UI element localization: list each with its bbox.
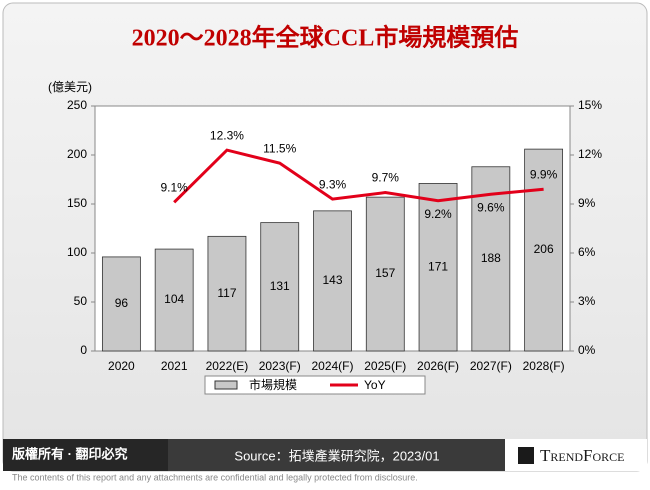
y-tick-label: 0 bbox=[80, 343, 87, 357]
legend-label: YoY bbox=[364, 378, 386, 392]
bar bbox=[471, 166, 511, 352]
line-value-label: 12.3% bbox=[210, 128, 244, 142]
y-tick-label: 100 bbox=[67, 245, 87, 259]
bar-value-label: 104 bbox=[164, 292, 184, 306]
line-value-label: 9.2% bbox=[424, 207, 452, 221]
bar bbox=[101, 256, 141, 352]
x-tick-label: 2026(F) bbox=[417, 359, 459, 373]
x-tick-label: 2023(F) bbox=[259, 359, 301, 373]
logo-icon bbox=[518, 447, 534, 464]
disclaimer: The contents of this report and any atta… bbox=[12, 472, 418, 482]
y2-tick-label: 3% bbox=[578, 294, 596, 308]
bar bbox=[313, 210, 352, 352]
bar bbox=[260, 222, 300, 352]
copyright: 版權所有 · 翻印必究 bbox=[12, 446, 128, 461]
x-tick-label: 2028(F) bbox=[523, 359, 565, 373]
line-value-label: 9.9% bbox=[530, 167, 558, 181]
bar-value-label: 188 bbox=[481, 251, 501, 265]
x-tick-label: 2027(F) bbox=[470, 359, 512, 373]
chart-title: 2020～2028年全球CCL市場規模預估 bbox=[132, 24, 519, 52]
bar-value-label: 143 bbox=[322, 273, 342, 287]
line-value-label: 9.1% bbox=[160, 181, 188, 195]
y-tick-label: 250 bbox=[67, 98, 87, 112]
y-axis-label: (億美元) bbox=[48, 80, 92, 94]
line-value-label: 11.5% bbox=[263, 141, 296, 155]
bar-value-label: 171 bbox=[428, 259, 448, 273]
bar bbox=[524, 148, 564, 352]
x-tick-label: 2021 bbox=[161, 359, 188, 373]
y2-tick-label: 15% bbox=[578, 98, 602, 112]
logo-text: TrendForce bbox=[540, 446, 625, 465]
bar-value-label: 96 bbox=[115, 296, 129, 310]
bar bbox=[207, 235, 247, 352]
y2-tick-label: 6% bbox=[578, 245, 596, 259]
y-tick-label: 50 bbox=[74, 294, 88, 308]
bar-value-label: 206 bbox=[534, 242, 554, 256]
x-tick-label: 2024(F) bbox=[311, 359, 353, 373]
footer-left bbox=[3, 439, 168, 471]
bar bbox=[365, 196, 405, 352]
y-tick-label: 200 bbox=[67, 147, 87, 161]
legend-label: 市場規模 bbox=[249, 377, 297, 392]
x-tick-label: 2025(F) bbox=[364, 359, 406, 373]
line-value-label: 9.7% bbox=[372, 171, 400, 185]
bar bbox=[154, 248, 194, 352]
line-value-label: 9.3% bbox=[319, 177, 347, 191]
legend-swatch bbox=[214, 380, 238, 390]
x-tick-label: 2022(E) bbox=[206, 359, 249, 373]
bar-value-label: 157 bbox=[375, 266, 395, 280]
yoy-line bbox=[173, 148, 544, 204]
y2-tick-label: 9% bbox=[578, 196, 596, 210]
y-tick-label: 150 bbox=[67, 196, 87, 210]
bar bbox=[418, 183, 458, 352]
y2-tick-label: 12% bbox=[578, 147, 602, 161]
y2-tick-label: 0% bbox=[578, 343, 596, 357]
bar-value-label: 117 bbox=[217, 286, 236, 300]
line-value-label: 9.6% bbox=[477, 200, 505, 214]
x-tick-label: 2020 bbox=[108, 359, 135, 373]
bar-value-label: 131 bbox=[270, 279, 290, 293]
source: Source：拓墣產業研究院，2023/01 bbox=[234, 448, 439, 463]
legend-box bbox=[204, 375, 426, 395]
